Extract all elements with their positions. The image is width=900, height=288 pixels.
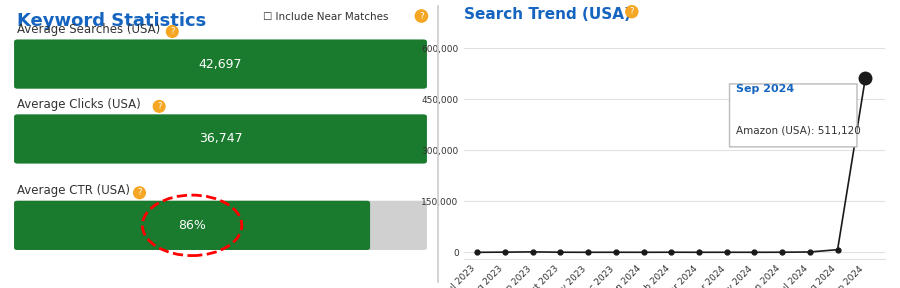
FancyBboxPatch shape — [14, 114, 427, 164]
Text: ?: ? — [629, 7, 634, 16]
Text: ?: ? — [419, 12, 424, 20]
Text: 36,747: 36,747 — [199, 132, 242, 145]
FancyBboxPatch shape — [14, 201, 427, 250]
Text: Average Searches (USA): Average Searches (USA) — [17, 23, 161, 36]
FancyBboxPatch shape — [14, 39, 427, 89]
Text: 42,697: 42,697 — [199, 58, 242, 71]
Text: ☐ Include Near Matches: ☐ Include Near Matches — [263, 12, 388, 22]
FancyBboxPatch shape — [730, 84, 857, 147]
Text: Search Trend (USA): Search Trend (USA) — [464, 7, 630, 22]
Text: 86%: 86% — [178, 219, 206, 232]
Text: Amazon (USA): 511,120: Amazon (USA): 511,120 — [736, 125, 861, 135]
Text: ?: ? — [170, 27, 175, 36]
Text: ?: ? — [137, 188, 141, 197]
Text: ?: ? — [157, 102, 161, 111]
Text: Average Clicks (USA): Average Clicks (USA) — [17, 98, 141, 111]
Text: Sep 2024: Sep 2024 — [736, 84, 795, 94]
Text: Keyword Statistics: Keyword Statistics — [17, 12, 207, 30]
FancyBboxPatch shape — [14, 201, 370, 250]
Text: Average CTR (USA): Average CTR (USA) — [17, 184, 130, 197]
